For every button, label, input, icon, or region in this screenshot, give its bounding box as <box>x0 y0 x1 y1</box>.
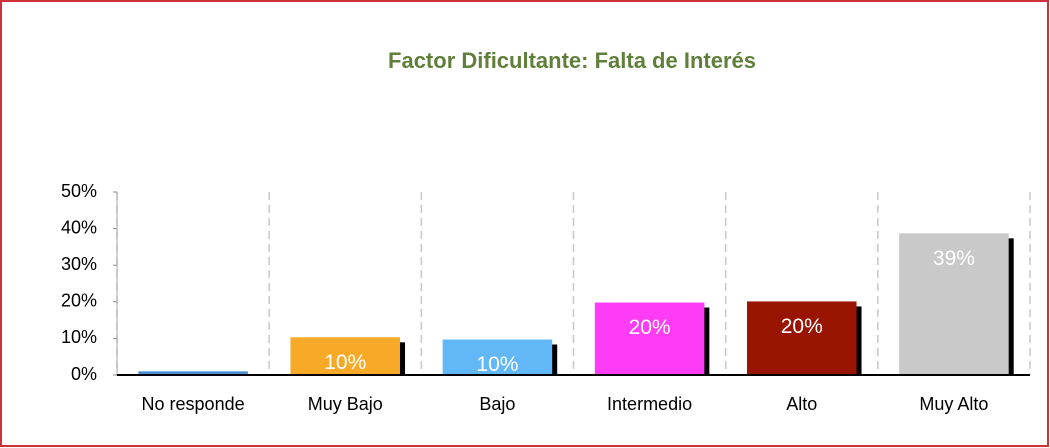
x-tick-label: Muy Bajo <box>308 394 383 414</box>
value-label: 10% <box>324 351 366 374</box>
y-tick-label: 20% <box>61 291 97 311</box>
y-tick-label: 30% <box>61 254 97 274</box>
value-label: 20% <box>629 316 671 339</box>
bar <box>138 371 248 375</box>
x-tick-label: Muy Alto <box>919 394 988 414</box>
x-tick-label: Bajo <box>479 394 515 414</box>
bar <box>746 301 857 375</box>
x-tick-label: Intermedio <box>607 394 692 414</box>
chart-title: Factor Dificultante: Falta de Interés <box>388 48 756 73</box>
value-label: 20% <box>781 315 823 338</box>
y-tick-label: 50% <box>61 181 97 201</box>
bar <box>442 339 553 375</box>
y-tick-label: 40% <box>61 217 97 237</box>
value-label: 10% <box>476 353 518 376</box>
value-label: 39% <box>933 247 975 270</box>
y-tick-label: 10% <box>61 327 97 347</box>
x-tick-label: Alto <box>786 394 817 414</box>
y-tick-label: 0% <box>71 364 97 384</box>
bar <box>899 233 1009 375</box>
bar <box>594 302 705 375</box>
x-tick-label: No responde <box>142 394 245 414</box>
bar <box>290 337 401 375</box>
